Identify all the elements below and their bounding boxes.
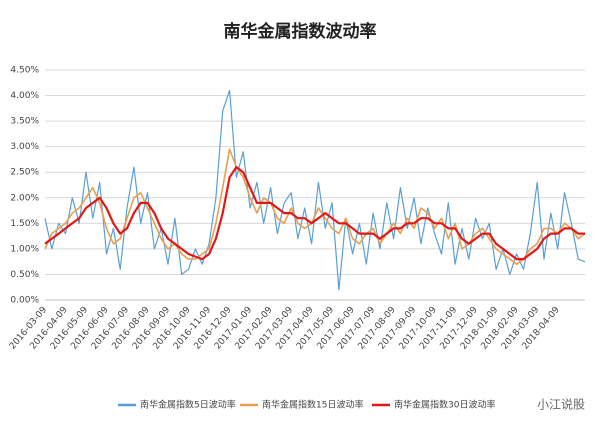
y-tick-label: 0.00% bbox=[10, 296, 39, 306]
legend-item: 南华金属指数30日波动率 bbox=[372, 399, 495, 411]
legend-label: 南华金属指数5日波动率 bbox=[140, 399, 236, 411]
series-line bbox=[44, 166, 585, 261]
chart-title: 南华金属指数波动率 bbox=[224, 21, 377, 42]
legend-item: 南华金属指数5日波动率 bbox=[118, 399, 236, 411]
legend-item: 南华金属指数15日波动率 bbox=[240, 399, 363, 411]
series-line bbox=[44, 89, 586, 291]
y-tick-label: 2.00% bbox=[10, 193, 39, 203]
y-tick-label: 4.50% bbox=[10, 66, 39, 76]
series-line bbox=[44, 148, 586, 265]
legend-label: 南华金属指数15日波动率 bbox=[262, 399, 363, 411]
y-tick-label: 3.50% bbox=[10, 117, 39, 127]
y-tick-label: 0.50% bbox=[10, 270, 39, 280]
y-tick-label: 1.00% bbox=[10, 244, 39, 254]
y-tick-label: 2.50% bbox=[10, 168, 39, 178]
y-tick-label: 1.50% bbox=[10, 219, 39, 229]
watermark: 小江说股 bbox=[537, 397, 585, 412]
legend-label: 南华金属指数30日波动率 bbox=[394, 399, 495, 411]
y-tick-label: 4.00% bbox=[10, 91, 39, 101]
y-tick-label: 3.00% bbox=[10, 142, 39, 152]
